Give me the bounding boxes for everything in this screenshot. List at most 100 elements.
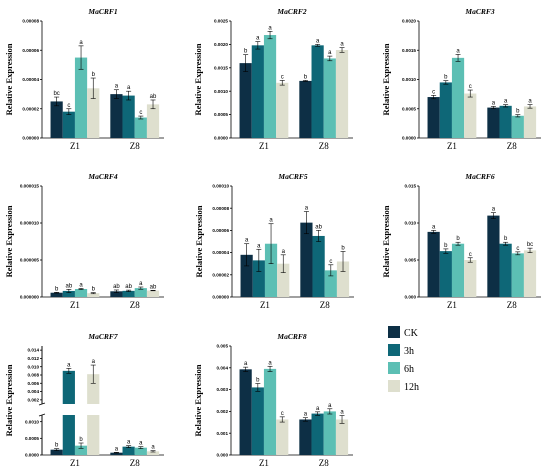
bar	[311, 413, 324, 455]
significance-letter: c	[432, 89, 435, 95]
significance-letter: a	[304, 412, 308, 418]
significance-letter: a	[269, 218, 273, 224]
significance-letter: c	[281, 74, 284, 80]
axis-break-gap	[39, 404, 164, 415]
bar	[300, 222, 313, 297]
bar	[487, 107, 500, 138]
bar	[122, 446, 135, 455]
legend-swatch-ck	[388, 326, 400, 338]
significance-letter: a	[151, 445, 155, 451]
bar	[62, 415, 75, 455]
y-tick-label: 0.00000	[212, 295, 229, 300]
significance-letter: a	[92, 359, 96, 365]
legend-label-ck: CK	[404, 328, 419, 339]
x-tick-label-z8: Z8	[507, 141, 517, 151]
bar	[464, 260, 477, 297]
significance-letter: a	[316, 38, 320, 44]
significance-letter: a	[79, 40, 83, 46]
bar	[87, 293, 100, 297]
y-tick-label: 0.012	[28, 356, 40, 361]
bar	[134, 447, 147, 455]
significance-letter: b	[55, 443, 59, 449]
y-tick-label: 0.001	[217, 431, 229, 436]
bar	[251, 45, 264, 138]
bar	[499, 105, 512, 138]
bar	[439, 82, 452, 138]
significance-letter: a	[340, 42, 344, 48]
significance-letter: ab	[150, 94, 157, 100]
y-tick-label: 0.006	[28, 381, 40, 386]
significance-letter: b	[516, 109, 520, 115]
legend-label-3h: 3h	[404, 346, 414, 357]
bar	[146, 290, 160, 297]
bar	[146, 104, 160, 138]
significance-letter: c	[281, 411, 284, 417]
y-tick-label: 0.000005	[20, 258, 40, 263]
x-tick-label-z1: Z1	[70, 458, 80, 468]
bar	[511, 115, 524, 138]
significance-letter: a	[492, 207, 496, 213]
bar	[299, 80, 312, 138]
bar	[50, 101, 63, 138]
y-tick-label: 0.0015	[214, 65, 228, 70]
significance-letter: a	[139, 281, 143, 287]
bar	[299, 419, 312, 455]
bar	[263, 35, 277, 138]
bar	[311, 45, 324, 138]
x-tick-label-z8: Z8	[130, 458, 140, 468]
significance-letter: a	[268, 360, 272, 366]
significance-letter: b	[504, 236, 508, 242]
bar	[62, 111, 75, 138]
y-axis-label-3: Relative Expression	[381, 43, 391, 115]
bar	[146, 451, 160, 455]
bar	[264, 243, 278, 297]
bar	[87, 374, 100, 404]
significance-letter: b	[304, 74, 308, 80]
significance-letter: b	[444, 75, 448, 81]
y-axis-label-6: Relative Expression	[381, 205, 391, 277]
x-tick-label-z8: Z8	[130, 141, 140, 151]
significance-letter: ab	[125, 284, 132, 290]
chart-title-7: MaCRF7	[87, 332, 117, 341]
chart-title-3: MaCRF3	[464, 7, 494, 16]
bar	[451, 57, 465, 139]
bar	[451, 243, 465, 297]
significance-letter: ab	[65, 283, 72, 289]
bar	[323, 411, 336, 455]
x-tick-label-z1: Z1	[259, 141, 269, 151]
x-tick-label-z1: Z1	[259, 458, 269, 468]
bar	[336, 261, 350, 297]
significance-letter: a	[282, 249, 286, 255]
y-tick-label: 0.0000	[25, 453, 39, 458]
significance-letter: bc	[527, 242, 533, 248]
y-tick-label: 0.008	[28, 373, 40, 378]
significance-letter: c	[139, 110, 142, 116]
significance-letter: a	[127, 85, 131, 91]
x-tick-label-z1: Z1	[70, 300, 80, 310]
bar	[323, 58, 336, 138]
bar	[134, 117, 147, 138]
bar	[427, 97, 440, 138]
legend-swatch-3h	[388, 344, 400, 356]
chart-title-6: MaCRF6	[464, 172, 494, 181]
y-tick-label: 0.002	[28, 397, 40, 402]
y-axis-label-7: Relative Expression	[4, 364, 14, 436]
bar	[487, 215, 500, 297]
y-tick-label: 0.002	[217, 409, 229, 414]
y-tick-label: 0.00002	[22, 106, 39, 111]
y-tick-label: 0.0020	[214, 42, 228, 47]
significance-letter: a	[257, 243, 261, 249]
significance-letter: c	[67, 103, 70, 109]
significance-letter: a	[328, 50, 332, 56]
significance-letter: ab	[315, 224, 322, 230]
significance-letter: b	[444, 243, 448, 249]
significance-letter: a	[316, 406, 320, 412]
bar	[239, 63, 252, 139]
significance-letter: c	[516, 246, 519, 252]
significance-letter: a	[305, 206, 309, 212]
significance-letter: a	[504, 99, 508, 105]
chart-title-4: MaCRF4	[87, 172, 117, 181]
significance-letter: a	[268, 25, 272, 31]
bar	[427, 231, 440, 297]
